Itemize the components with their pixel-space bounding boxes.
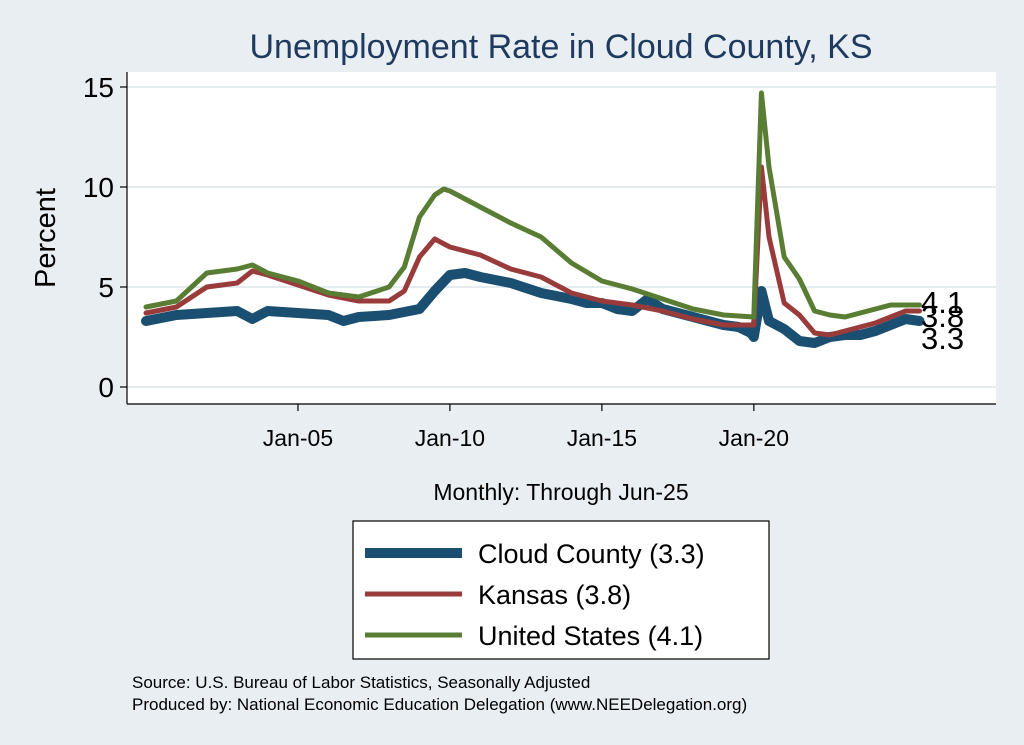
series-line-2	[143, 164, 922, 338]
produced-by-text: Produced by: National Economic Education…	[132, 695, 747, 714]
legend-label-3: United States (4.1)	[478, 621, 703, 651]
x-tick-label: Jan-15	[567, 425, 637, 451]
end-label-2: 3.8	[921, 299, 964, 334]
y-tick-label: 15	[83, 72, 114, 103]
legend-label-2: Kansas (3.8)	[478, 580, 631, 610]
gridlines	[127, 86, 996, 388]
end-label-3: 4.1	[921, 285, 964, 320]
y-tick-label: 5	[98, 272, 114, 303]
series-line-3	[143, 90, 922, 320]
x-axis-label: Monthly: Through Jun-25	[433, 479, 688, 505]
source-text: Source: U.S. Bureau of Labor Statistics,…	[132, 673, 590, 692]
x-tick-label: Jan-20	[719, 425, 789, 451]
end-label-1: 3.3	[921, 321, 964, 356]
series-lines	[141, 90, 925, 348]
chart-title: Unemployment Rate in Cloud County, KS	[249, 28, 872, 66]
series-line-1	[141, 268, 925, 348]
legend: Cloud County (3.3) Kansas (3.8) United Sta…	[365, 539, 705, 651]
y-axis-ticks: 0 5 10 15	[83, 72, 127, 403]
y-tick-label: 10	[83, 172, 114, 203]
end-labels: 3.33.84.1	[921, 285, 964, 356]
plot-area	[127, 72, 996, 403]
y-axis-label: Percent	[30, 188, 62, 288]
x-axis-ticks: Jan-05 Jan-10 Jan-15 Jan-20	[263, 404, 789, 451]
legend-label-1: Cloud County (3.3)	[478, 539, 705, 569]
x-tick-label: Jan-05	[263, 425, 333, 451]
x-tick-label: Jan-10	[415, 425, 485, 451]
y-tick-label: 0	[98, 372, 114, 403]
